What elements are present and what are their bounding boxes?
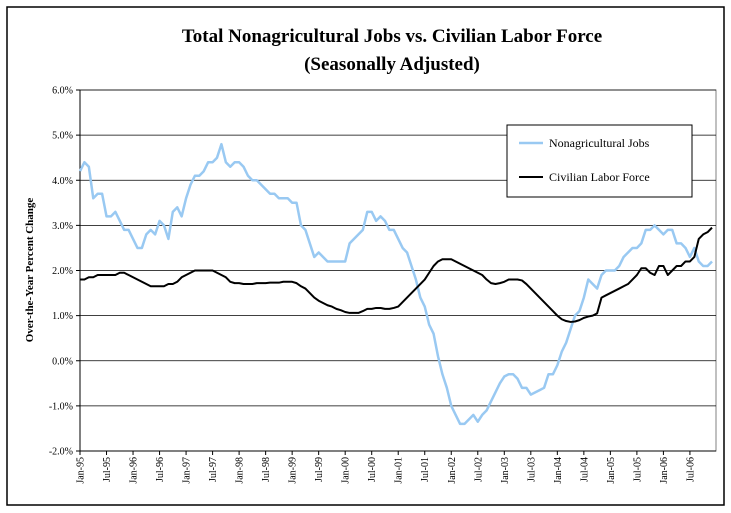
x-tick-label: Jan-97 bbox=[182, 457, 193, 484]
y-tick-label: 3.0% bbox=[52, 221, 73, 232]
x-tick-label: Jan-00 bbox=[341, 457, 352, 484]
x-tick-label: Jan-04 bbox=[553, 457, 564, 484]
x-tick-label: Jan-95 bbox=[76, 457, 87, 484]
x-tick-label: Jul-96 bbox=[155, 457, 166, 482]
x-tick-label: Jul-97 bbox=[208, 457, 219, 482]
y-tick-label: 2.0% bbox=[52, 266, 73, 277]
y-tick-label: -1.0% bbox=[49, 401, 73, 412]
y-tick-label: 4.0% bbox=[52, 176, 73, 187]
legend-label: Nonagricultural Jobs bbox=[549, 136, 650, 150]
y-tick-label: 6.0% bbox=[52, 86, 73, 97]
y-axis-label: Over-the-Year Percent Change bbox=[24, 198, 36, 343]
y-tick-label: 1.0% bbox=[52, 311, 73, 322]
x-tick-label: Jan-02 bbox=[447, 457, 458, 484]
x-tick-label: Jul-00 bbox=[367, 457, 378, 482]
x-tick-label: Jul-03 bbox=[526, 457, 537, 482]
x-tick-label: Jan-06 bbox=[659, 457, 670, 484]
x-tick-label: Jul-05 bbox=[632, 457, 643, 482]
x-tick-label: Jul-98 bbox=[261, 457, 272, 482]
x-tick-label: Jan-01 bbox=[394, 457, 405, 484]
x-tick-label: Jan-98 bbox=[235, 457, 246, 484]
x-tick-label: Jul-04 bbox=[579, 457, 590, 482]
x-tick-label: Jan-03 bbox=[500, 457, 511, 484]
x-tick-label: Jul-01 bbox=[420, 457, 431, 482]
series-line bbox=[78, 142, 713, 426]
legend-label: Civilian Labor Force bbox=[549, 170, 650, 184]
chart-title: Total Nonagricultural Jobs vs. Civilian … bbox=[182, 26, 602, 47]
chart-border bbox=[6, 6, 725, 506]
y-tick-label: -2.0% bbox=[49, 447, 73, 458]
x-tick-label: Jan-99 bbox=[288, 457, 299, 484]
x-tick-label: Jul-02 bbox=[473, 457, 484, 482]
series-line bbox=[80, 226, 713, 323]
x-tick-label: Jul-06 bbox=[685, 457, 696, 482]
y-tick-label: 0.0% bbox=[52, 356, 73, 367]
x-tick-label: Jul-95 bbox=[102, 457, 113, 482]
y-tick-label: 5.0% bbox=[52, 131, 73, 142]
chart-subtitle: (Seasonally Adjusted) bbox=[304, 54, 480, 75]
x-tick-label: Jan-96 bbox=[129, 457, 140, 484]
x-tick-label: Jan-05 bbox=[606, 457, 617, 484]
x-tick-label: Jul-99 bbox=[314, 457, 325, 482]
legend-box bbox=[506, 124, 693, 198]
